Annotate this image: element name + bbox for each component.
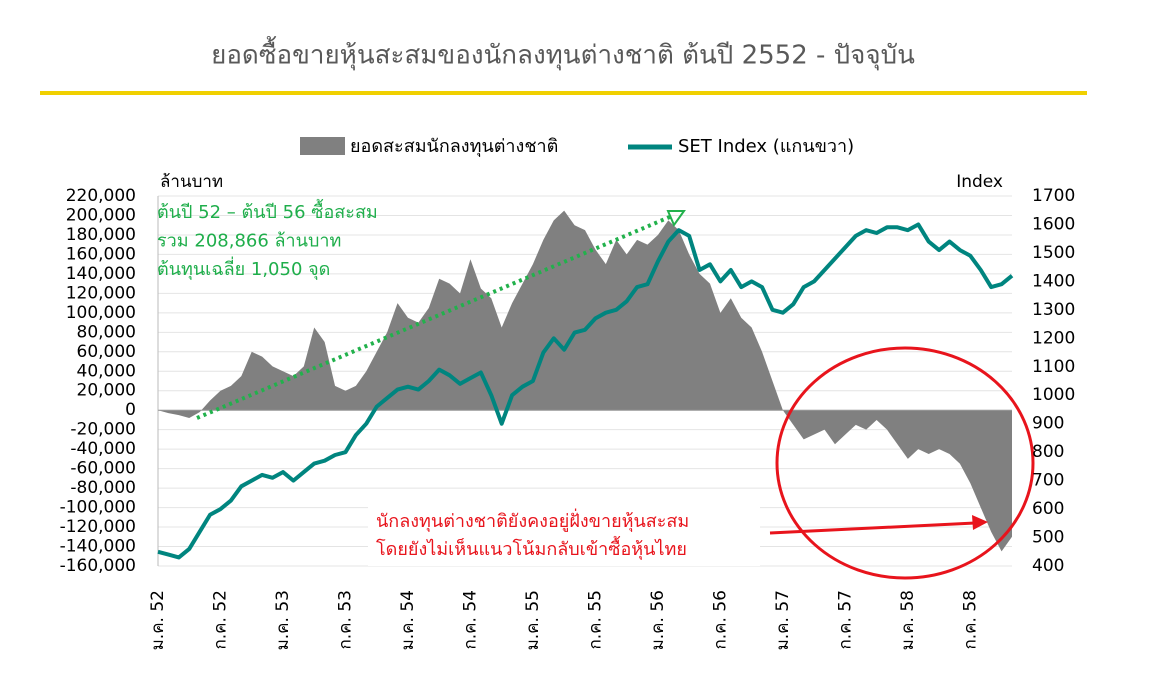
y-tick-label: 120,000: [66, 283, 136, 303]
y2-tick-label: 1600: [1032, 214, 1075, 234]
y2-tick-label: 900: [1032, 414, 1064, 434]
y-tick-label: 80,000: [77, 322, 136, 342]
y-tick-label: 160,000: [66, 244, 136, 264]
y-tick-label: 100,000: [66, 303, 136, 323]
y-tick-label: -140,000: [60, 537, 136, 557]
arrow-head: [666, 210, 686, 228]
y2-tick-label: 800: [1032, 442, 1064, 462]
x-tick-label: ม.ค. 53: [273, 590, 293, 650]
x-tick-label: ก.ค. 55: [585, 590, 605, 650]
note-arrow: [769, 521, 976, 535]
y2-tick-label: 1100: [1032, 357, 1075, 377]
x-tick-label: ก.ค. 58: [960, 590, 980, 650]
y-tick-label: -160,000: [60, 556, 136, 576]
y2-tick-label: 1200: [1032, 328, 1075, 348]
y-tick-label: 200,000: [66, 205, 136, 225]
annotation: ต้นทุนเฉลี่ย 1,050 จุด: [157, 256, 330, 280]
y-tick-label: -40,000: [70, 439, 136, 459]
x-tick-label: ก.ค. 57: [835, 590, 855, 650]
y-tick-label: -20,000: [70, 420, 136, 440]
trend-arrow: [196, 214, 673, 420]
legend-label: ยอดสะสมนักลงทุนต่างชาติ: [350, 136, 558, 157]
x-tick-label: ม.ค. 55: [523, 590, 543, 650]
y-tick-label: 20,000: [77, 381, 136, 401]
y2-tick-label: 1000: [1032, 385, 1075, 405]
y2-tick-label: 400: [1032, 556, 1064, 576]
y-tick-label: 220,000: [66, 186, 136, 206]
y2-tick-label: 500: [1032, 528, 1064, 548]
y-tick-label: -100,000: [60, 498, 136, 518]
x-tick-label: ม.ค. 52: [148, 590, 168, 650]
y2-axis-title: Index: [956, 172, 1003, 192]
y2-tick-label: 1700: [1032, 186, 1075, 206]
x-tick-label: ก.ค. 53: [335, 590, 355, 650]
y2-tick-label: 700: [1032, 471, 1064, 491]
chart-title: ยอดซื้อขายหุ้นสะสมของนักลงทุนต่างชาติ ต้…: [211, 36, 915, 71]
highlight-ellipse: [775, 346, 1035, 580]
x-tick-label: ก.ค. 52: [210, 590, 230, 650]
y2-tick-label: 1400: [1032, 271, 1075, 291]
y-tick-label: -60,000: [70, 459, 136, 479]
y2-tick-label: 1300: [1032, 300, 1075, 320]
y-tick-label: 40,000: [77, 361, 136, 381]
x-tick-label: ก.ค. 54: [460, 590, 480, 650]
legend-swatch: [300, 137, 345, 155]
x-tick-label: ม.ค. 56: [648, 590, 668, 650]
y-tick-label: 140,000: [66, 264, 136, 284]
y-tick-label: -80,000: [70, 478, 136, 498]
area: [158, 210, 1012, 552]
annotation: โดยยังไม่เห็นแนวโน้มกลับเข้าซื้อหุ้นไทย: [376, 536, 687, 560]
y-axis-title: ล้านบาท: [160, 172, 223, 192]
annotation: ต้นปี 52 – ต้นปี 56 ซื้อสะสม: [157, 199, 378, 223]
y-tick-label: 60,000: [77, 342, 136, 362]
legend-label: SET Index (แกนขวา): [678, 136, 854, 157]
line: [157, 222, 1014, 560]
y-tick-label: 180,000: [66, 225, 136, 245]
annotation: รวม 208,866 ล้านบาท: [157, 231, 341, 252]
x-tick-label: ก.ค. 56: [710, 590, 730, 650]
arrow-head: [972, 515, 988, 530]
y-tick-label: 0: [125, 400, 136, 420]
y2-tick-label: 600: [1032, 499, 1064, 519]
x-tick-label: ม.ค. 57: [773, 590, 793, 650]
x-tick-label: ม.ค. 58: [898, 590, 918, 650]
x-tick-label: ม.ค. 54: [398, 590, 418, 650]
note-box: [368, 506, 760, 566]
annotation: นักลงทุนต่างชาติยังคงอยู่ฝั่งขายหุ้นสะสม: [376, 508, 689, 532]
y2-tick-label: 1500: [1032, 243, 1075, 263]
y-tick-label: -120,000: [60, 517, 136, 537]
